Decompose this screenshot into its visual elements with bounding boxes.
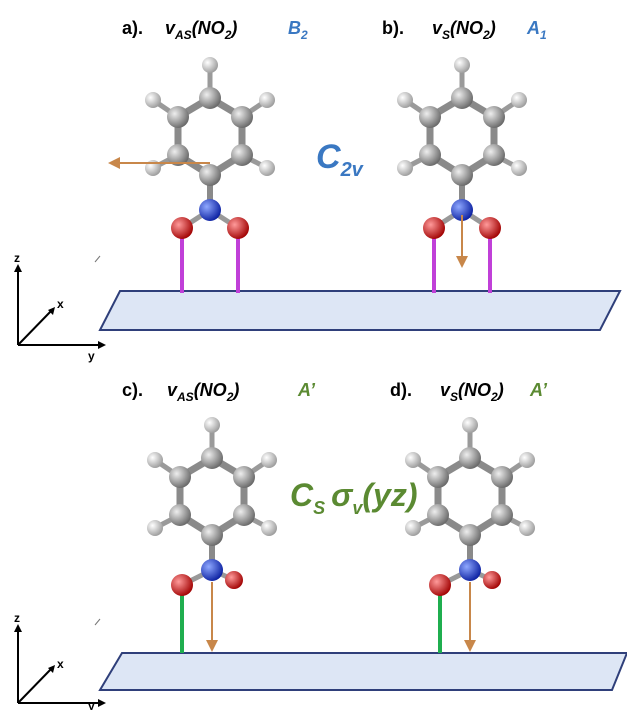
carbon-atom xyxy=(483,144,505,166)
hydrogen-atom xyxy=(145,92,161,108)
irrep: B2 xyxy=(288,18,308,42)
hydrogen-atom xyxy=(204,417,220,433)
hydrogen-atom xyxy=(454,57,470,73)
carbon-atom xyxy=(427,466,449,488)
oxygen-atom xyxy=(479,217,501,239)
carbon-atom xyxy=(201,447,223,469)
mode: vAS(NO2) xyxy=(165,18,237,42)
oxygen-atom xyxy=(171,217,193,239)
mode: vS(NO2) xyxy=(432,18,496,42)
hydrogen-atom xyxy=(462,417,478,433)
carbon-atom xyxy=(419,144,441,166)
carbon-atom xyxy=(451,87,473,109)
carbon-atom xyxy=(233,466,255,488)
oxygen-atom xyxy=(423,217,445,239)
hydrogen-atom xyxy=(261,452,277,468)
panel-label: a). xyxy=(122,18,143,38)
hydrogen-atom xyxy=(405,520,421,536)
oxygen-atom xyxy=(171,574,193,596)
carbon-atom xyxy=(199,164,221,186)
mode: vAS(NO2) xyxy=(167,380,239,404)
carbon-atom xyxy=(459,447,481,469)
hydrogen-atom xyxy=(202,57,218,73)
carbon-atom xyxy=(491,504,513,526)
irrep: A’ xyxy=(297,380,316,400)
carbon-atom xyxy=(451,164,473,186)
panel-label: d). xyxy=(390,380,412,400)
carbon-atom xyxy=(199,87,221,109)
surface xyxy=(100,653,627,690)
axis-label: z xyxy=(14,251,20,265)
carbon-atom xyxy=(427,504,449,526)
hydrogen-atom xyxy=(259,160,275,176)
carbon-atom xyxy=(201,524,223,546)
carbon-atom xyxy=(491,466,513,488)
carbon-atom xyxy=(233,504,255,526)
carbon-atom xyxy=(231,106,253,128)
hydrogen-atom xyxy=(147,520,163,536)
hydrogen-atom xyxy=(259,92,275,108)
hydrogen-atom xyxy=(519,452,535,468)
irrep: A1 xyxy=(526,18,547,42)
oxygen-atom xyxy=(429,574,451,596)
axis-label: y xyxy=(88,349,95,363)
axis-label: x xyxy=(57,657,64,671)
nitrogen-atom xyxy=(459,559,481,581)
axis-label: y xyxy=(88,699,95,710)
hydrogen-atom xyxy=(511,160,527,176)
oxygen-atom xyxy=(227,217,249,239)
carbon-atom xyxy=(169,504,191,526)
hydrogen-atom xyxy=(511,92,527,108)
carbon-atom xyxy=(169,466,191,488)
irrep: A’ xyxy=(529,380,548,400)
hydrogen-atom xyxy=(261,520,277,536)
oxygen-atom xyxy=(483,571,501,589)
oxygen-atom xyxy=(225,571,243,589)
axis-heads xyxy=(14,264,106,707)
hydrogen-atom xyxy=(397,160,413,176)
carbon-atom xyxy=(483,106,505,128)
panel-label: c). xyxy=(122,380,143,400)
nitrogen-atom xyxy=(201,559,223,581)
hydrogen-atom xyxy=(147,452,163,468)
nitrogen-atom xyxy=(199,199,221,221)
mode: vS(NO2) xyxy=(440,380,504,404)
hydrogen-atom xyxy=(405,452,421,468)
carbon-atom xyxy=(419,106,441,128)
carbon-atom xyxy=(231,144,253,166)
figure: a). vAS(NO2) B2 b). vS(NO2) A1 c). vAS(N… xyxy=(0,0,627,710)
point-group: C2v xyxy=(316,138,365,181)
surface xyxy=(100,291,620,330)
hydrogen-atom xyxy=(397,92,413,108)
axis-label: z xyxy=(14,611,20,625)
carbon-atom xyxy=(167,106,189,128)
carbon-atom xyxy=(459,524,481,546)
axes xyxy=(18,256,100,703)
hydrogen-atom xyxy=(519,520,535,536)
panel-label: b). xyxy=(382,18,404,38)
axis-label: x xyxy=(57,297,64,311)
